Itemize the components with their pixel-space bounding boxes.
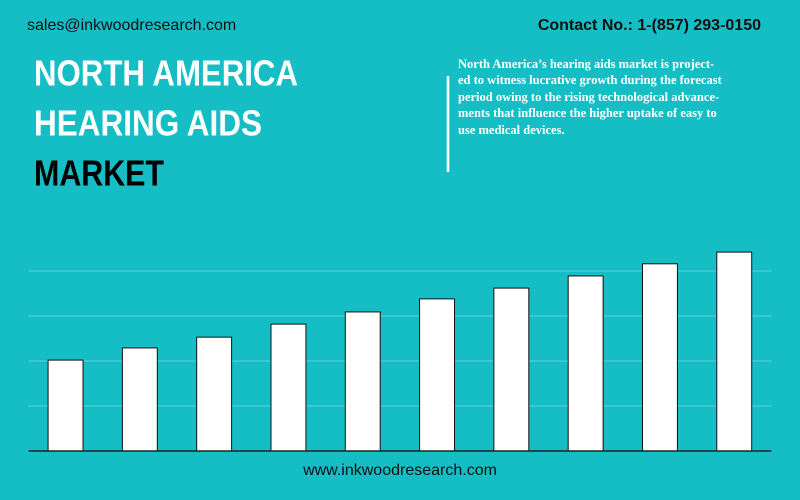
bar: [567, 275, 604, 452]
title-line: HEARING AIDS: [34, 103, 262, 144]
website: www.inkwoodresearch.com: [302, 462, 497, 479]
title-line: NORTH AMERICA: [34, 53, 298, 94]
plot: [28, 251, 772, 452]
bar: [344, 311, 381, 452]
contact: Contact No.: 1-(857) 293-0150: [538, 17, 761, 34]
description-line: ed to witness lucrative growth during th…: [458, 73, 723, 87]
bar: [419, 298, 456, 452]
title-line: MARKET: [34, 153, 164, 194]
description-line: North America’s hearing aids market is p…: [458, 57, 714, 71]
bar: [121, 347, 158, 452]
description-line: ments that influence the higher uptake o…: [458, 106, 717, 120]
email: sales@inkwoodresearch.com: [27, 17, 236, 34]
bar: [270, 323, 307, 452]
bar: [47, 359, 84, 452]
bar: [196, 336, 233, 452]
description-line: period owing to the rising technological…: [458, 90, 719, 104]
bar: [493, 287, 530, 452]
bar: [716, 251, 753, 452]
description-line: use medical devices.: [458, 123, 565, 137]
bar: [641, 263, 678, 452]
